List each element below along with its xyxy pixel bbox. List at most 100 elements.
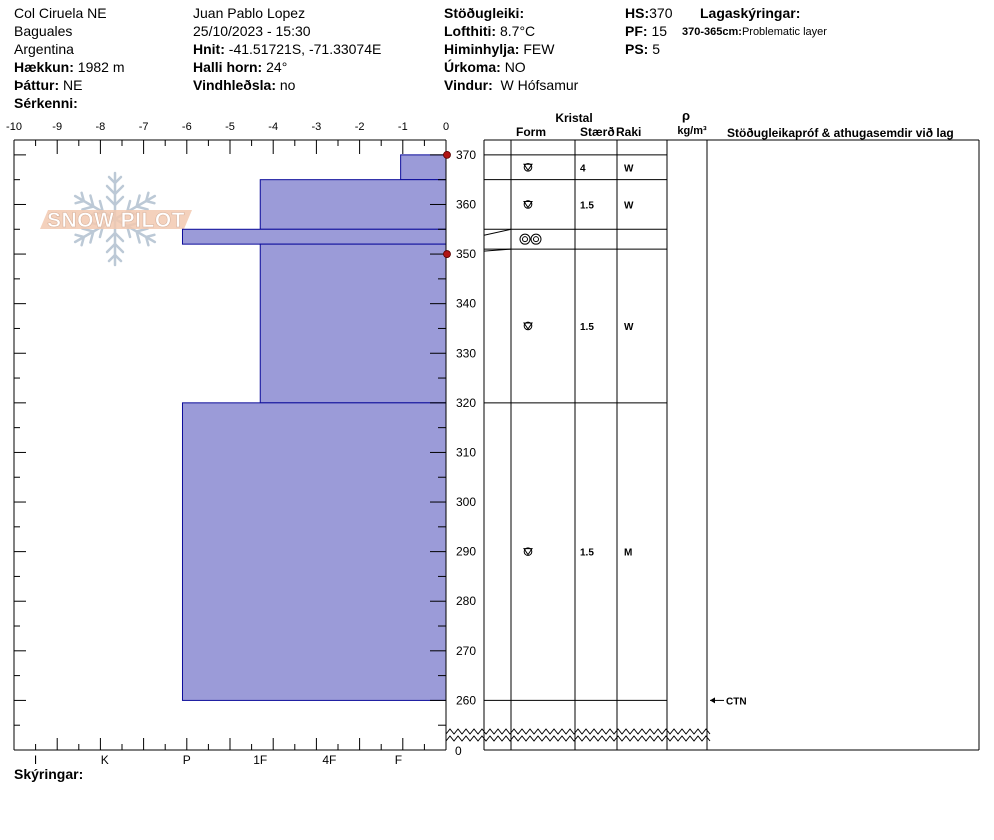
axis-break-zigzag (445, 728, 711, 735)
location-name: Col Ciruela NE (14, 5, 107, 21)
crystal-moisture: W (624, 322, 634, 333)
test-label: CTN (726, 696, 747, 707)
crystal-form-triangle (523, 322, 533, 330)
height-label: 330 (456, 346, 476, 360)
moisture-header: Raki (616, 125, 641, 139)
top-axis-label: -10 (6, 121, 22, 133)
crystal-form-icon (523, 200, 533, 209)
precip-row: Úrkoma: NO (444, 58, 526, 76)
crystal-form-icon (523, 547, 533, 556)
height-label: 370 (456, 148, 476, 162)
test-marker (443, 250, 451, 258)
legend-label: Skýringar: (14, 766, 84, 782)
coords-label: Hnit: (193, 41, 225, 57)
height-label: 280 (456, 594, 476, 608)
height-label-ground: 0 (455, 744, 462, 758)
country-name: Argentina (14, 41, 74, 57)
crystal-size: 1.5 (580, 200, 594, 211)
density-unit-header: kg/m³ (677, 125, 707, 137)
melt-form-core (533, 236, 539, 243)
melt-form-core (522, 236, 528, 243)
slope-value: 24° (266, 59, 288, 75)
elevation-row: Hækkun: 1982 m (14, 58, 125, 76)
sky-label: Himinhylja: (444, 41, 520, 57)
top-axis-label: -5 (225, 121, 235, 133)
wind-label: Vindur: (444, 77, 493, 93)
crystal-moisture: W (624, 163, 634, 174)
crystal-form-icon (523, 321, 533, 331)
crystal-form-triangle (523, 200, 533, 209)
pf-label: PF: (625, 23, 648, 39)
aspect-row: Þáttur: NE (14, 76, 82, 94)
observer-name: Juan Pablo Lopez (193, 5, 306, 21)
hardness-bar (259, 179, 447, 230)
wind-loading-label: Vindhleðsla: (193, 77, 276, 93)
test-arrow (710, 697, 715, 704)
sky-value: FEW (523, 41, 555, 57)
features-row: Sérkenni: (14, 94, 78, 112)
elevation-label: Hækkun: (14, 59, 74, 75)
ps-label: PS: (625, 41, 649, 57)
crystal-size: 1.5 (580, 548, 594, 559)
layer-connector-line (483, 248, 512, 252)
crystal-header: Kristal (555, 111, 592, 125)
snowpilot-logo: SNOW PILOT (40, 171, 192, 267)
height-label: 310 (456, 445, 476, 459)
hardness-bar (181, 228, 447, 245)
layer-notes-label: Lagaskýringar: (700, 5, 801, 21)
hs-row: HS:370 (625, 4, 672, 22)
pf-value: 15 (651, 23, 668, 39)
form-header: Form (516, 125, 546, 139)
coords-row: Hnit: -41.51721S, -71.33074E (193, 40, 381, 58)
hardness-label: 4F (322, 753, 336, 767)
top-axis-label: -6 (182, 121, 192, 133)
stability-label: Stöðugleiki: (444, 5, 525, 21)
features-label: Sérkenni: (14, 95, 78, 111)
top-axis-label: -3 (312, 121, 322, 133)
height-label: 290 (456, 545, 476, 559)
layer-note: 370-365cm:Problematic layer (682, 23, 827, 41)
melt-form-icon (519, 233, 542, 245)
wind-loading-row: Vindhleðsla: no (193, 76, 295, 94)
logo-text: SNOW PILOT (47, 209, 185, 232)
crystal-form-icon (523, 162, 533, 172)
region-name: Baguales (14, 23, 73, 39)
air-temp-value: 8.7°C (499, 23, 536, 39)
height-label: 320 (456, 396, 476, 410)
hardness-label: 1F (253, 753, 267, 767)
hardness-bar (259, 243, 447, 404)
hs-value: 370 (649, 5, 673, 21)
layer-notes-row: Lagaskýringar: (700, 4, 800, 22)
melt-form-ring (530, 233, 542, 245)
melt-form-ring (519, 233, 531, 245)
slope-row: Halli horn: 24° (193, 58, 287, 76)
crystal-moisture: M (624, 548, 632, 559)
aspect-label: Þáttur: (14, 77, 60, 93)
wind-loading-value: no (279, 77, 296, 93)
hardness-bar (400, 154, 447, 181)
wind-row: Vindur: W Hófsamur (444, 76, 578, 94)
height-label: 270 (456, 644, 476, 658)
pf-row: PF: 15 (625, 22, 667, 40)
legend-row: Skýringar: (14, 765, 83, 783)
hardness-label: I (34, 753, 37, 767)
top-axis-label: -7 (139, 121, 149, 133)
top-axis-label: 0 (443, 121, 449, 133)
layer-connector-line (483, 228, 512, 236)
top-axis-label: -2 (355, 121, 365, 133)
layer-note-text: Problematic layer (741, 26, 827, 38)
precip-label: Úrkoma: (444, 59, 501, 75)
crystal-moisture: W (624, 200, 634, 211)
height-label: 360 (456, 197, 476, 211)
hardness-label: K (101, 753, 109, 767)
axis-break-zigzag (445, 735, 711, 742)
top-axis-label: -8 (96, 121, 106, 133)
ps-row: PS: 5 (625, 40, 660, 58)
crystal-form-triangle (523, 548, 533, 556)
logo-banner (40, 210, 192, 229)
slope-label: Halli horn: (193, 59, 263, 75)
hardness-bar (181, 402, 447, 701)
ps-value: 5 (652, 41, 661, 57)
top-axis-label: -4 (268, 121, 278, 133)
